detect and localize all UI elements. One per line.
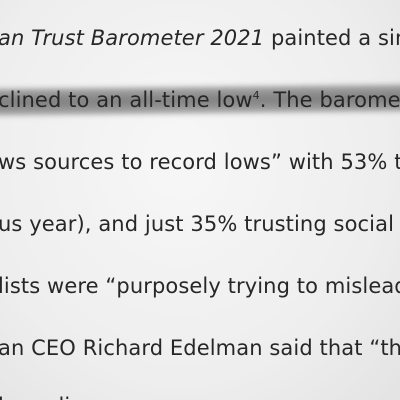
- text-line-6: an CEO Richard Edelman said that “this i: [0, 336, 400, 360]
- report-title: an Trust Barometer 2021: [0, 26, 265, 50]
- text-line-2-rest: . The baromete: [259, 88, 400, 112]
- text-line-1-rest: painted a simil: [270, 26, 400, 50]
- text-line-2-start: clined to an all-time low: [0, 88, 253, 112]
- text-line-3: ws sources to record lows” with 53% trus: [0, 150, 400, 174]
- text-line-5: lists were “purposely trying to mislead …: [0, 274, 400, 298]
- text-line-4: us year), and just 35% trusting social m…: [0, 212, 400, 236]
- footnote-marker: 4: [252, 89, 260, 102]
- text-line-7: le earlier: [0, 393, 92, 400]
- text-line-1: an Trust Barometer 2021 painted a simil: [0, 25, 400, 51]
- text-line-2: clined to an all-time low4. The baromete: [0, 87, 400, 113]
